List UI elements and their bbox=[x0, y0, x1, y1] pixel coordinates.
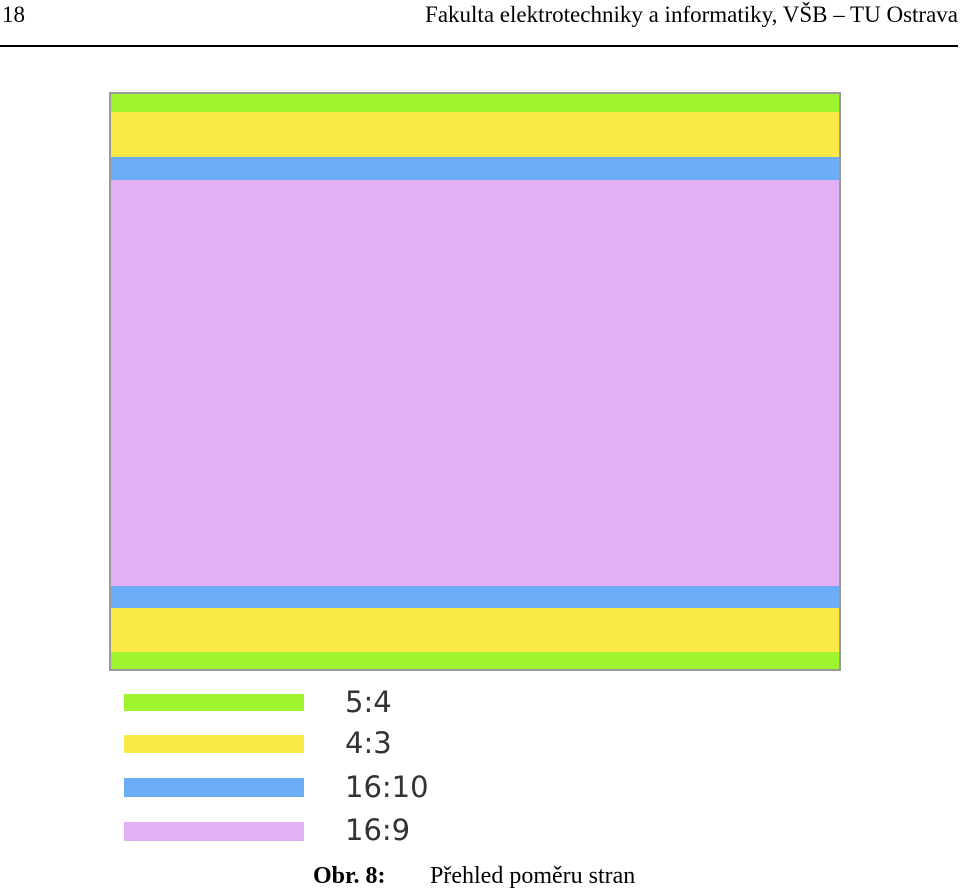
band-frame bbox=[109, 92, 841, 671]
legend-label: 16:10 bbox=[345, 770, 429, 804]
legend-swatch bbox=[124, 735, 304, 753]
legend-swatch bbox=[124, 778, 304, 797]
legend-label: 16:9 bbox=[345, 813, 410, 847]
header-title: Fakulta elektrotechniky a informatiky, V… bbox=[425, 2, 958, 27]
band bbox=[110, 586, 840, 608]
band bbox=[110, 180, 840, 586]
legend-swatch bbox=[124, 822, 304, 841]
bands bbox=[109, 92, 841, 671]
band bbox=[110, 608, 840, 652]
legend-swatch bbox=[124, 694, 304, 711]
legend: 5:4 4:3 16:10 16:9 bbox=[124, 685, 429, 847]
caption-label: Obr. 8: bbox=[313, 863, 386, 889]
caption-text: Přehled poměru stran bbox=[430, 863, 636, 889]
band bbox=[110, 157, 840, 180]
legend-label: 4:3 bbox=[345, 726, 392, 760]
header-rule bbox=[0, 45, 958, 47]
band bbox=[110, 652, 840, 670]
legend-label: 5:4 bbox=[345, 685, 392, 719]
band bbox=[110, 93, 840, 112]
page-number: 18 bbox=[2, 2, 25, 27]
band bbox=[110, 112, 840, 157]
